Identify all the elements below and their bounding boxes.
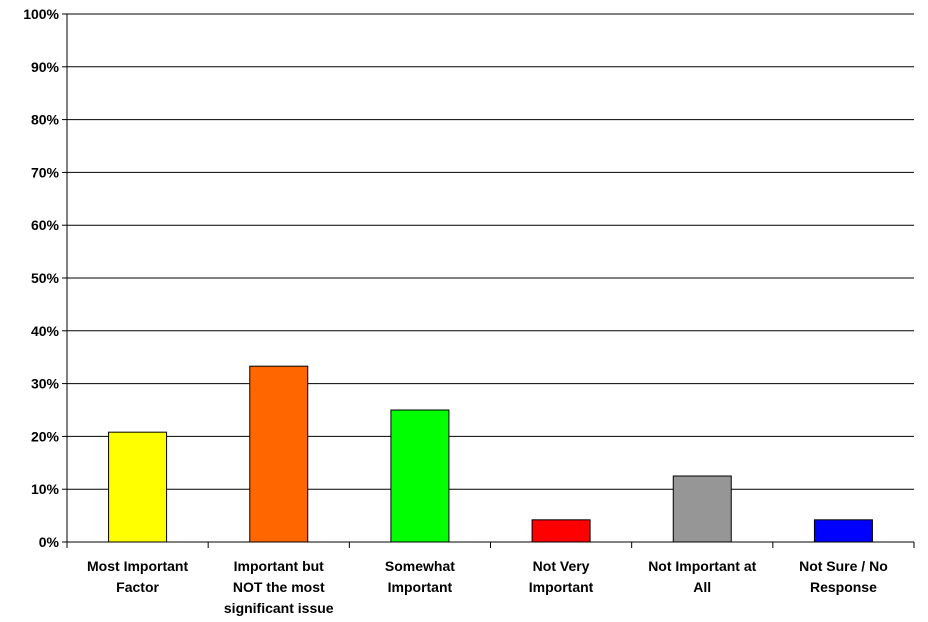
x-category-label-line: Not Important at [648,558,756,574]
x-category-label: Not Sure / No Response [799,558,888,595]
y-tick-label: 20% [31,428,60,444]
bar [249,365,309,543]
bar [390,409,450,543]
x-category-label-line: significant issue [224,600,334,616]
x-category-label-line: Important [529,579,594,595]
x-category-label: Not Important at All [648,558,756,595]
x-category-labels: Most Important Factor Important but NOT the… [87,558,888,616]
x-category-label-line: Response [810,579,877,595]
y-tick-label: 80% [31,112,60,128]
y-tick-label: 60% [31,217,60,233]
y-tick-labels: 0% 10% 20% 30% 40% 50% 60% 70% 80% 90% 100% [23,6,59,550]
x-category-label-line: Not Very [533,558,590,574]
x-category-label: Important but NOT the most significant iss… [224,558,334,616]
x-category-label-line: All [693,579,711,595]
y-tick-label: 10% [31,481,60,497]
y-tick-label: 50% [31,270,60,286]
bars [108,365,873,543]
x-category-label: Most Important Factor [87,558,188,595]
x-category-label-line: Important but [234,558,325,574]
bar [531,519,591,543]
y-tick-label: 0% [39,534,60,550]
y-tick-label: 100% [23,6,59,22]
gridlines [67,13,914,490]
x-category-label: Somewhat Important [385,558,455,595]
bar [672,475,732,543]
x-category-label: Not Very Important [529,558,594,595]
x-category-label-line: Not Sure / No [799,558,888,574]
x-category-label-line: Important [388,579,453,595]
x-category-label-line: Most Important [87,558,188,574]
y-tick-label: 70% [31,164,60,180]
x-category-label-line: Somewhat [385,558,455,574]
y-tick-label: 30% [31,376,60,392]
y-tick-label: 90% [31,59,60,75]
x-category-label-line: Factor [116,579,159,595]
bar [813,519,873,543]
bar [108,431,168,543]
x-category-label-line: NOT the most [233,579,325,595]
y-tick-label: 40% [31,323,60,339]
axes [62,13,915,548]
